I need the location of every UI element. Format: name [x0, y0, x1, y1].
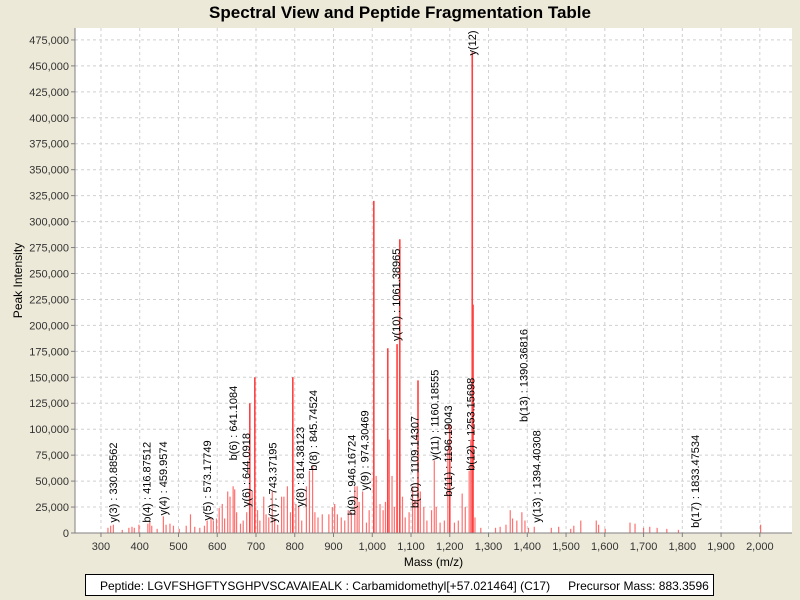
- x-tick-label: 300: [92, 541, 110, 553]
- y-tick-label: 175,000: [29, 346, 69, 358]
- fragment-ion-label: y(3) : 330.88562: [108, 442, 120, 522]
- fragment-ion-label: b(12) : 1253.15698: [465, 378, 477, 471]
- y-tick-label: 425,000: [29, 87, 69, 99]
- x-axis-label: Mass (m/z): [404, 555, 463, 569]
- fragment-ion-label: b(9) : 946.16724: [346, 435, 358, 516]
- y-tick-label: 200,000: [29, 320, 69, 332]
- fragment-ion-label: b(8) : 845.74524: [308, 390, 320, 471]
- y-tick-label: 50,000: [35, 476, 69, 488]
- fragment-ion-label: b(11) : 1196.19043: [443, 405, 455, 496]
- x-tick-label: 1,100: [397, 541, 425, 553]
- x-tick-label: 400: [131, 541, 149, 553]
- x-tick-label: 900: [324, 541, 342, 553]
- y-tick-label: 350,000: [29, 165, 69, 177]
- x-tick-label: 1,600: [591, 541, 619, 553]
- fragment-ion-label: y(12): [467, 30, 479, 55]
- y-tick-label: 100,000: [29, 424, 69, 436]
- y-tick-label: 475,000: [29, 35, 69, 47]
- x-tick-label: 800: [286, 541, 304, 553]
- y-tick-label: 325,000: [29, 191, 69, 203]
- y-tick-label: 300,000: [29, 217, 69, 229]
- legend-box: Peptide: LGVFSHGFTYSGHPVSCAVAIEALK : Car…: [85, 574, 714, 596]
- fragment-ion-label: b(17) : 1833.47534: [690, 435, 702, 528]
- x-tick-label: 2,000: [746, 541, 774, 553]
- y-tick-label: 150,000: [29, 372, 69, 384]
- fragment-ion-label: y(5) : 573.17749: [202, 440, 214, 520]
- fragment-ion-label: b(13) : 1390.36816: [518, 329, 530, 422]
- y-axis-label: Peak Intensity: [11, 243, 25, 318]
- annotations-group: y(3) : 330.88562 b(4) : 416.87512 y(4) : 4…: [108, 30, 702, 527]
- x-tick-label: 1,900: [707, 541, 735, 553]
- y-tick-label: 0: [63, 528, 69, 540]
- y-tick-label: 25,000: [35, 502, 69, 514]
- plot-area: [75, 28, 792, 533]
- precursor-mass: Precursor Mass: 883.3596: [568, 579, 709, 593]
- fragment-ion-label: y(10) : 1061.38965: [391, 249, 403, 341]
- x-tick-label: 1,800: [669, 541, 697, 553]
- fragment-ion-label: y(6) : 644.0918: [241, 433, 253, 507]
- fragment-ion-label: b(4) : 416.87512: [141, 442, 153, 523]
- y-tick-label: 250,000: [29, 268, 69, 280]
- fragment-ion-label: y(8) : 814.38123: [295, 427, 307, 507]
- fragment-ion-label: y(4) : 459.9574: [158, 441, 170, 515]
- x-tick-label: 1,300: [475, 541, 503, 553]
- x-tick-label: 600: [208, 541, 226, 553]
- fragment-ion-label: y(11) : 1160.18555: [429, 370, 441, 461]
- fragment-ion-label: b(6) : 641.1084: [228, 386, 240, 461]
- peptide-info: Peptide: LGVFSHGFTYSGHPVSCAVAIEALK : Car…: [100, 579, 551, 593]
- x-tick-label: 700: [247, 541, 265, 553]
- fragment-ion-label: b(10) : 1109.14307: [410, 416, 422, 508]
- x-tick-label: 1,200: [436, 541, 464, 553]
- peaks-group: [107, 52, 762, 533]
- x-tick-label: 500: [169, 541, 187, 553]
- x-tick-label: 1,700: [630, 541, 658, 553]
- x-tick-label: 1,500: [552, 541, 580, 553]
- y-tick-label: 275,000: [29, 243, 69, 255]
- fragment-ion-label: y(9) : 974.30469: [359, 410, 371, 490]
- fragment-ion-label: y(13) : 1394.40308: [531, 430, 543, 522]
- x-tick-label: 1,000: [358, 541, 386, 553]
- x-tick-label: 1,400: [514, 541, 542, 553]
- y-tick-label: 375,000: [29, 139, 69, 151]
- y-tick-label: 125,000: [29, 398, 69, 410]
- chart-title: Spectral View and Peptide Fragmentation …: [209, 3, 591, 22]
- y-tick-label: 75,000: [35, 450, 69, 462]
- y-tick-label: 450,000: [29, 61, 69, 73]
- fragment-ion-label: y(7) : 743.37195: [268, 442, 280, 522]
- y-tick-label: 225,000: [29, 294, 69, 306]
- y-tick-label: 400,000: [29, 113, 69, 125]
